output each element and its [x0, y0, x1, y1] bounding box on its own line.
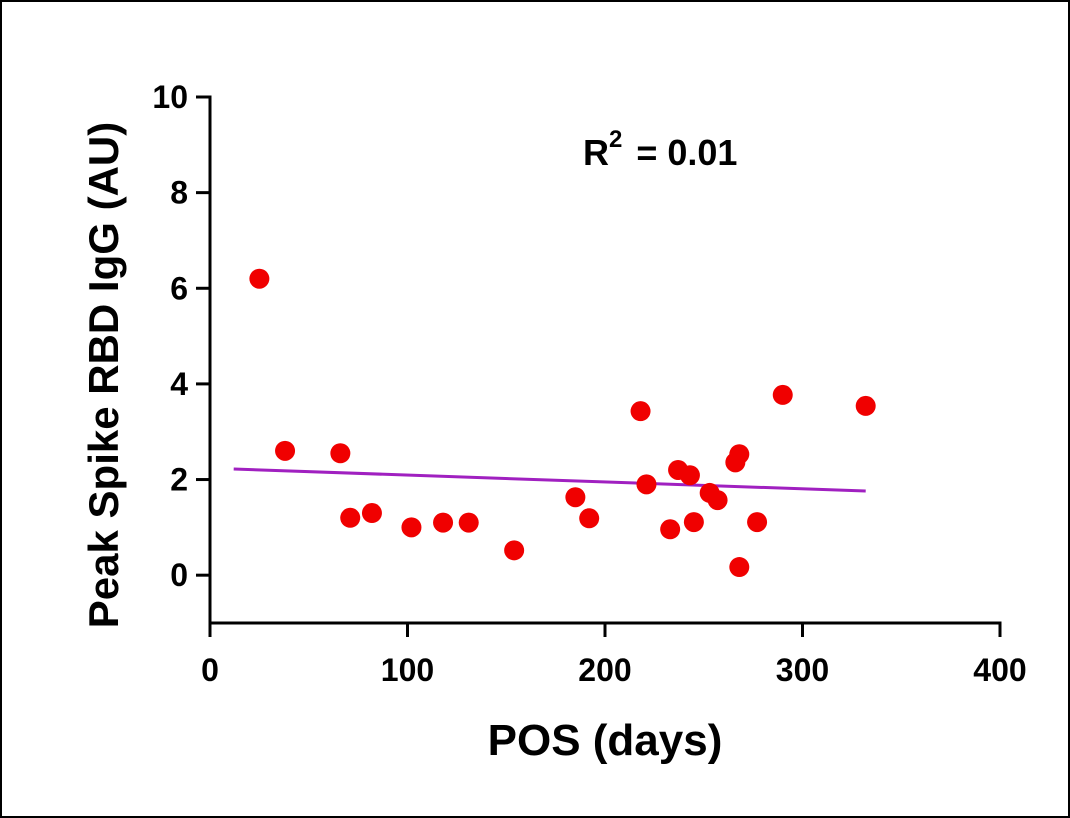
data-point	[855, 395, 876, 416]
data-point	[729, 444, 750, 465]
data-point	[630, 401, 651, 422]
data-point	[729, 557, 750, 578]
x-tick-label: 200	[578, 652, 631, 688]
data-point	[660, 519, 681, 540]
data-point	[401, 517, 422, 538]
data-point	[579, 508, 600, 529]
annotation-text: R	[583, 132, 609, 173]
y-tick-label: 0	[170, 557, 188, 593]
x-tick-label: 300	[776, 652, 829, 688]
annotation: R2 = 0.01	[583, 126, 737, 173]
y-axis-label: Peak Spike RBD IgG (AU)	[80, 122, 127, 628]
y-tick-label: 6	[170, 270, 188, 306]
y-tick-label: 8	[170, 175, 188, 211]
data-point	[458, 512, 479, 533]
annotation-superscript: 2	[609, 126, 622, 153]
data-point	[636, 474, 657, 495]
data-point	[249, 268, 270, 289]
data-point	[747, 512, 768, 533]
fit-line	[233, 467, 866, 493]
data-point	[683, 512, 704, 533]
data-point	[565, 487, 586, 508]
data-point	[707, 490, 728, 511]
x-axis-label: POS (days)	[488, 716, 723, 765]
data-point	[504, 540, 525, 561]
y-tick-label: 4	[170, 366, 188, 402]
data-point	[679, 465, 700, 486]
x-tick-label: 100	[381, 652, 434, 688]
data-point	[340, 507, 361, 528]
data-point	[361, 503, 382, 524]
data-point	[330, 443, 351, 464]
x-tick-label: 400	[973, 652, 1026, 688]
y-tick-label: 2	[170, 462, 188, 498]
annotation-suffix: = 0.01	[636, 132, 737, 173]
data-point	[772, 384, 793, 405]
x-tick-label: 0	[201, 652, 219, 688]
data-point	[433, 512, 454, 533]
y-tick-label: 10	[152, 79, 188, 115]
data-point	[275, 440, 296, 461]
